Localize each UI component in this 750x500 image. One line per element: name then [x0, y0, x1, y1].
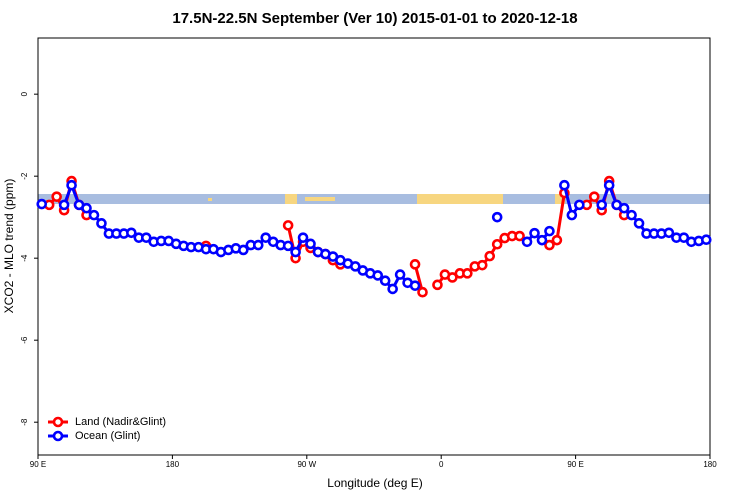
point: [633, 218, 645, 229]
point: [387, 283, 398, 295]
point: [36, 198, 48, 210]
point: [58, 199, 70, 211]
land-patch: [555, 194, 565, 204]
point: [678, 232, 690, 243]
point: [559, 179, 570, 191]
y-tick-label: -4: [20, 254, 29, 262]
y-tick-label: -8: [20, 418, 29, 426]
land-patch: [417, 194, 503, 204]
point: [305, 238, 316, 250]
point: [409, 280, 421, 291]
ocean-strip: [38, 194, 710, 204]
point: [700, 234, 712, 246]
x-axis-label: Longitude (deg E): [327, 476, 422, 490]
point: [491, 238, 503, 250]
point: [51, 191, 62, 202]
point: [603, 179, 615, 191]
point: [96, 218, 107, 229]
point: [88, 209, 100, 221]
land-patch: [305, 197, 335, 201]
y-axis-label: XCO2 - MLO trend (ppm): [2, 179, 16, 314]
point: [476, 259, 488, 271]
point: [596, 199, 608, 211]
point: [521, 236, 533, 248]
point: [350, 261, 361, 272]
point: [238, 244, 249, 256]
point: [484, 250, 496, 262]
legend-marker: [52, 430, 64, 442]
x-tick-label: 90 E: [30, 460, 46, 469]
point: [372, 270, 384, 281]
point: [618, 202, 630, 214]
plot-frame: [37, 37, 711, 456]
point: [409, 259, 421, 270]
point: [297, 232, 309, 243]
point: [514, 230, 525, 242]
land-patch: [285, 194, 297, 204]
map-strip: [38, 194, 710, 204]
legend-label: Ocean (Glint): [75, 430, 140, 442]
legend-label: Land (Nadir&Glint): [75, 416, 166, 428]
y-tick-label: -6: [20, 336, 29, 344]
point: [551, 234, 563, 246]
point: [260, 232, 272, 243]
land-patch: [208, 198, 212, 201]
point: [544, 225, 555, 237]
point: [282, 240, 294, 252]
point: [447, 272, 458, 283]
legend-box: [40, 412, 190, 452]
x-tick-label: 180: [166, 460, 180, 469]
point: [491, 211, 503, 223]
legend-marker: [52, 416, 64, 428]
x-tick-label: 90 W: [297, 460, 316, 469]
chart-title: 17.5N-22.5N September (Ver 10) 2015-01-0…: [172, 10, 577, 27]
y-tick-label: 0: [20, 91, 29, 96]
point: [588, 191, 600, 202]
point: [536, 234, 548, 246]
point: [252, 239, 264, 251]
point: [544, 239, 555, 251]
point: [432, 279, 443, 291]
point: [574, 199, 585, 211]
point: [394, 269, 406, 280]
point: [566, 209, 578, 221]
point: [379, 275, 391, 287]
point: [626, 209, 637, 221]
point: [126, 227, 137, 239]
x-tick-label: 90 E: [567, 460, 583, 469]
point: [282, 220, 294, 231]
point: [663, 227, 675, 239]
point: [140, 232, 152, 243]
x-tick-label: 180: [703, 460, 717, 469]
point: [81, 202, 92, 214]
point: [462, 268, 473, 279]
y-tick-label: -2: [20, 172, 29, 180]
point: [290, 246, 301, 258]
x-tick-label: 0: [439, 460, 444, 469]
point: [417, 286, 428, 298]
point: [529, 227, 540, 239]
point: [66, 179, 77, 191]
